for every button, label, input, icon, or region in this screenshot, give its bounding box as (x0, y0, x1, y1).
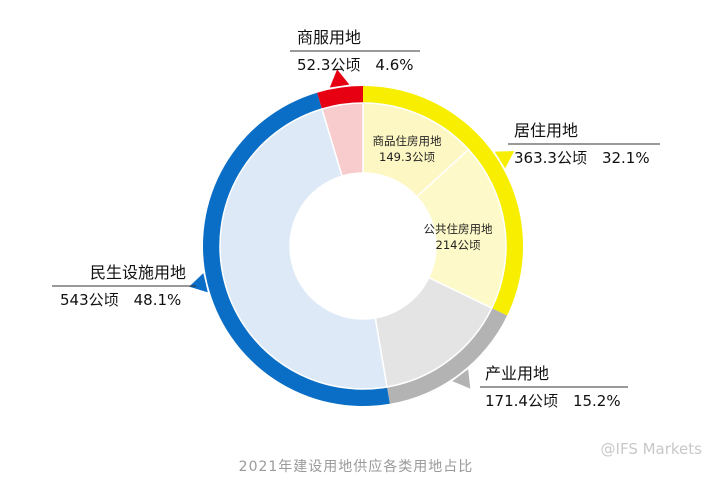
inner-label-0: 商品住房用地 149.3公顷 (373, 134, 442, 164)
inner-segment-4 (321, 102, 364, 177)
label-residential-title: 居住用地 (514, 121, 578, 140)
public-facility-marker (189, 273, 208, 293)
industrial-marker (452, 369, 471, 389)
label-industrial: 产业用地 171.4公顷 15.2% (480, 364, 628, 410)
inner-label-1-name: 公共住房用地 (424, 222, 493, 236)
inner-label-1-value: 214公顷 (436, 238, 481, 252)
inner-ring (219, 102, 507, 390)
inner-segment-3 (219, 108, 388, 390)
label-public-facility: 民生设施用地 543公顷 48.1% (52, 263, 196, 309)
label-commercial-title: 商服用地 (297, 28, 361, 47)
label-residential-value: 363.3公顷 32.1% (514, 149, 650, 167)
outer-segment-1 (386, 308, 508, 404)
commercial-marker (329, 69, 350, 88)
inner-label-1: 公共住房用地 214公顷 (424, 222, 493, 252)
inner-label-0-value: 149.3公顷 (379, 150, 435, 164)
inner-label-0-name: 商品住房用地 (373, 134, 442, 148)
label-public-facility-value: 543公顷 48.1% (60, 291, 181, 309)
watermark: @IFS Markets (600, 440, 702, 458)
label-commercial-value: 52.3公顷 4.6% (297, 56, 414, 74)
residential-marker (494, 151, 515, 169)
outer-segment-0 (363, 86, 523, 316)
inner-segment-1 (415, 148, 507, 310)
label-residential: 居住用地 363.3公顷 32.1% (508, 121, 660, 167)
chart-caption: 2021年建设用地供应各类用地占比 (239, 458, 474, 475)
label-public-facility-title: 民生设施用地 (90, 263, 186, 282)
ring-markers (189, 69, 515, 389)
outer-labels: 居住用地 363.3公顷 32.1% 产业用地 171.4公顷 15.2% 民生设施用地… (52, 28, 660, 410)
label-commercial: 商服用地 52.3公顷 4.6% (290, 28, 420, 74)
label-industrial-title: 产业用地 (485, 364, 549, 383)
label-industrial-value: 171.4公顷 15.2% (485, 392, 621, 410)
